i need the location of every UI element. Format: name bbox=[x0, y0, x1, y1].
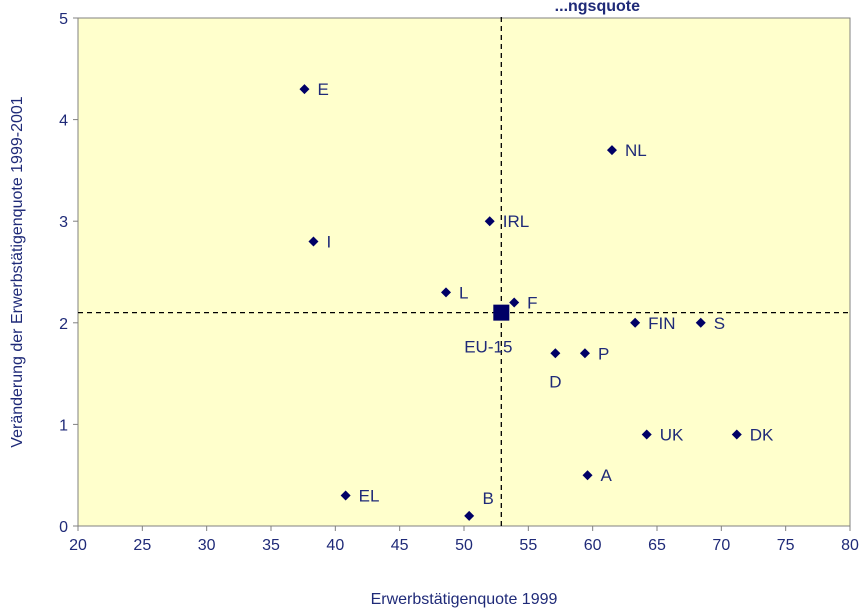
data-point bbox=[299, 84, 310, 95]
x-tick-label: 60 bbox=[584, 537, 602, 554]
data-point-label: NL bbox=[625, 141, 647, 160]
data-point bbox=[606, 145, 617, 156]
data-point bbox=[484, 216, 495, 227]
chart-title-partial: ...ngsquote bbox=[555, 0, 640, 15]
data-point bbox=[582, 470, 593, 481]
x-tick-label: 40 bbox=[326, 537, 344, 554]
x-tick-label: 25 bbox=[133, 537, 151, 554]
data-point-label: P bbox=[598, 344, 609, 363]
data-point bbox=[340, 490, 351, 501]
data-points: E NL IRL I L F FIN S D P UK DK A EL B EU-15 bbox=[299, 80, 774, 521]
x-tick-label: 35 bbox=[262, 537, 280, 554]
x-tick-label: 55 bbox=[519, 537, 537, 554]
y-axis-title: Veränderung der Erwerbstätigenquote 1999… bbox=[9, 96, 26, 447]
data-point bbox=[731, 429, 742, 440]
data-point bbox=[641, 429, 652, 440]
data-point-label: DK bbox=[750, 426, 774, 445]
data-point bbox=[464, 510, 475, 521]
x-tick-label: 30 bbox=[198, 537, 216, 554]
data-point-label: EL bbox=[359, 487, 380, 506]
data-point-label: B bbox=[482, 489, 493, 508]
x-tick-label: 50 bbox=[455, 537, 473, 554]
x-axis-title: Erwerbstätigenquote 1999 bbox=[371, 591, 558, 608]
reference-lines bbox=[78, 16, 850, 526]
y-tick-label: 2 bbox=[59, 316, 68, 333]
data-point-label: I bbox=[326, 233, 331, 252]
y-tick-label: 0 bbox=[59, 519, 68, 536]
data-point-label: F bbox=[527, 293, 537, 312]
data-point bbox=[308, 236, 319, 247]
x-tick-label: 75 bbox=[777, 537, 795, 554]
data-point-label: FIN bbox=[648, 314, 675, 333]
y-tick-label: 1 bbox=[59, 417, 68, 434]
data-point-label: L bbox=[459, 283, 468, 302]
data-point-label: E bbox=[317, 80, 328, 99]
y-tick-label: 4 bbox=[59, 113, 68, 130]
data-point-label: A bbox=[601, 466, 613, 485]
y-tick-label: 5 bbox=[59, 11, 68, 28]
plot-area bbox=[77, 17, 851, 527]
data-point bbox=[630, 317, 641, 328]
x-tick-label: 80 bbox=[841, 537, 859, 554]
data-point bbox=[509, 297, 520, 308]
y-tick-label: 3 bbox=[59, 214, 68, 231]
x-tick-label: 20 bbox=[69, 537, 87, 554]
eu15-highlight-label: EU-15 bbox=[464, 338, 512, 357]
eu15-highlight-point bbox=[493, 304, 510, 321]
x-tick-label: 45 bbox=[391, 537, 409, 554]
data-point bbox=[579, 348, 590, 359]
data-point bbox=[550, 348, 561, 359]
data-point-label: IRL bbox=[503, 212, 529, 231]
data-point-label: S bbox=[714, 314, 725, 333]
x-tick-label: 70 bbox=[712, 537, 730, 554]
data-point-label: D bbox=[549, 372, 561, 391]
data-point-label: UK bbox=[660, 426, 684, 445]
x-tick-label: 65 bbox=[648, 537, 666, 554]
data-point bbox=[440, 287, 451, 298]
data-point bbox=[695, 317, 706, 328]
